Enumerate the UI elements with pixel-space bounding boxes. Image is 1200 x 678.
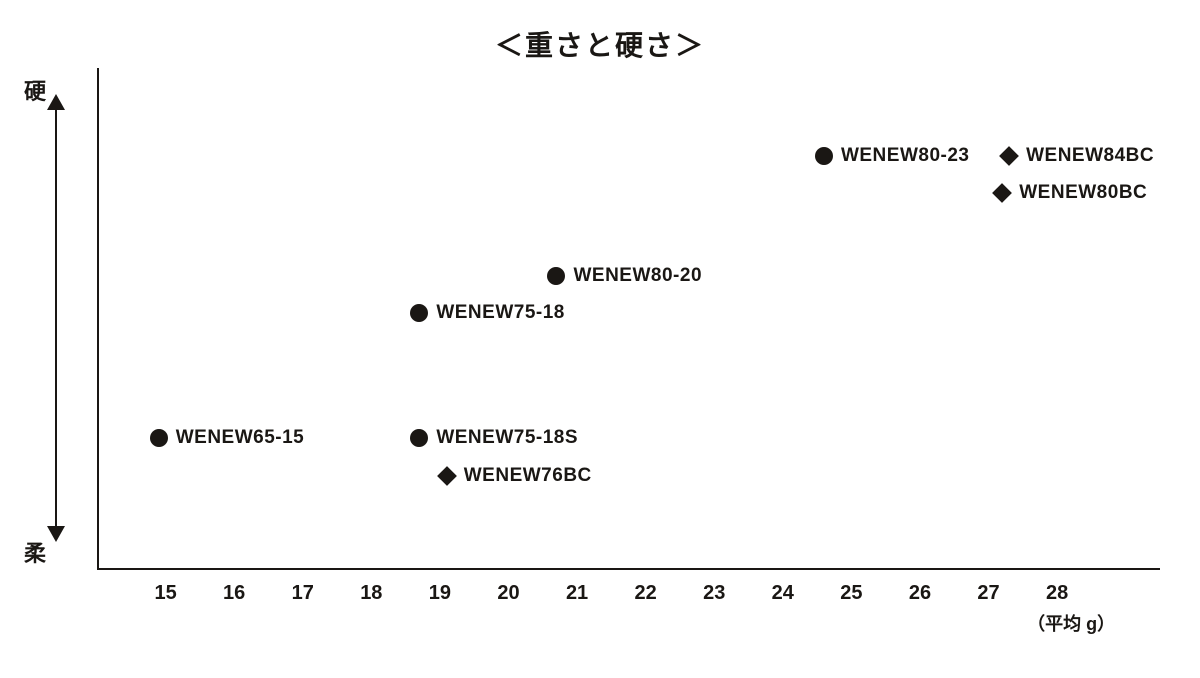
data-point-label: WENEW80BC — [1019, 182, 1147, 204]
x-tick-label: 25 — [840, 582, 862, 605]
data-point: WENEW76BC — [438, 465, 592, 487]
data-point-label: WENEW65-15 — [176, 427, 305, 449]
data-point-label: WENEW75-18 — [436, 302, 565, 324]
circle-marker-icon — [410, 304, 428, 322]
data-point: WENEW65-15 — [150, 427, 305, 449]
data-point-label: WENEW76BC — [464, 465, 592, 487]
x-tick-label: 28 — [1046, 582, 1068, 605]
x-tick-label: 19 — [429, 582, 451, 605]
data-point: WENEW80-20 — [547, 265, 702, 287]
chart-title: ＜重さと硬さ＞ — [0, 24, 1200, 64]
x-axis-label: （平均 g） — [1027, 610, 1115, 636]
data-point: WENEW84BC — [1000, 145, 1154, 167]
y-axis-line — [97, 68, 99, 568]
circle-marker-icon — [815, 147, 833, 165]
x-tick-label: 24 — [772, 582, 794, 605]
data-point: WENEW75-18S — [410, 427, 578, 449]
x-tick-label: 22 — [635, 582, 657, 605]
x-tick-label: 26 — [909, 582, 931, 605]
x-tick-label: 16 — [223, 582, 245, 605]
data-point: WENEW75-18 — [410, 302, 565, 324]
x-tick-label: 23 — [703, 582, 725, 605]
x-tick-label: 15 — [154, 582, 176, 605]
x-tick-label: 21 — [566, 582, 588, 605]
circle-marker-icon — [547, 267, 565, 285]
data-point-label: WENEW84BC — [1026, 145, 1154, 167]
diamond-marker-icon — [999, 146, 1019, 166]
y-axis-bottom-label: 柔 — [24, 536, 46, 568]
y-axis-arrow-shaft — [55, 108, 57, 528]
y-axis-arrowhead-down — [47, 526, 65, 542]
x-tick-label: 17 — [292, 582, 314, 605]
x-tick-label: 18 — [360, 582, 382, 605]
x-axis-line — [97, 568, 1160, 570]
x-tick-label: 20 — [497, 582, 519, 605]
x-tick-label: 27 — [977, 582, 999, 605]
data-point: WENEW80BC — [993, 182, 1147, 204]
data-point: WENEW80-23 — [815, 145, 970, 167]
y-axis-top-label: 硬 — [24, 74, 46, 106]
y-axis-arrowhead-up — [47, 94, 65, 110]
diamond-marker-icon — [437, 466, 457, 486]
diamond-marker-icon — [992, 183, 1012, 203]
data-point-label: WENEW75-18S — [436, 427, 578, 449]
circle-marker-icon — [410, 429, 428, 447]
data-point-label: WENEW80-20 — [573, 265, 702, 287]
data-point-label: WENEW80-23 — [841, 145, 970, 167]
chart-canvas: ＜重さと硬さ＞ 硬 柔 15 16 17 18 19 20 21 22 23 24 25 26 27 28… — [0, 0, 1200, 678]
circle-marker-icon — [150, 429, 168, 447]
